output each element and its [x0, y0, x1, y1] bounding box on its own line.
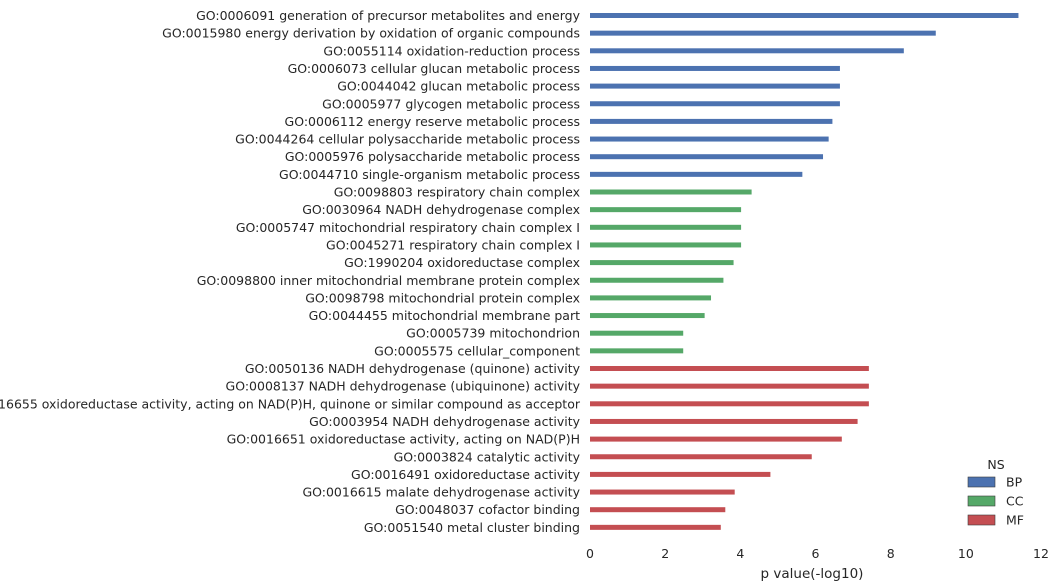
bar-bp [590, 13, 1019, 18]
bar-bp [590, 154, 824, 160]
bar-mf [590, 401, 869, 407]
bar-mf [590, 454, 812, 460]
bar-bp [590, 101, 840, 107]
category-label: GO:0045271 respiratory chain complex I [326, 237, 580, 252]
bar-cc [590, 260, 734, 266]
x-axis-title: p value(-log10) [761, 566, 864, 582]
bar-mf [590, 471, 771, 477]
category-label: GO:0030964 NADH dehydrogenase complex [302, 202, 580, 217]
category-label: GO:0055114 oxidation-reduction process [323, 43, 580, 58]
legend-swatch-bp [967, 476, 996, 488]
category-label: GO:0044710 single-organism metabolic pro… [279, 167, 580, 182]
category-label: GO:0098803 respiratory chain complex [334, 185, 580, 200]
category-label: GO:0006073 cellular glucan metabolic pro… [288, 61, 580, 76]
bar-bp [590, 83, 840, 89]
category-label: GO:0003954 NADH dehydrogenase activity [309, 414, 581, 429]
bar-bp [590, 171, 803, 177]
bar-cc [590, 295, 712, 301]
category-label: GO:0005976 polysaccharide metabolic proc… [285, 149, 580, 164]
category-label: GO:0098800 inner mitochondrial membrane … [197, 273, 580, 288]
category-label: GO:0044042 glucan metabolic process [337, 79, 580, 94]
legend-title: NS [987, 457, 1004, 472]
category-label: GO:0050136 NADH dehydrogenase (quinone) … [245, 361, 581, 376]
category-label: GO:0015980 energy derivation by oxidatio… [162, 26, 580, 41]
category-label: GO:0016655 oxidoreductase activity, acti… [0, 396, 581, 411]
bar-cc [590, 330, 684, 336]
bars-layer [590, 13, 1019, 530]
category-label: GO:0098798 mitochondrial protein complex [305, 290, 580, 305]
bar-mf [590, 418, 858, 424]
x-tick-label: 4 [736, 546, 744, 561]
legend-swatch-cc [967, 495, 996, 507]
x-tick-label: 10 [958, 546, 974, 561]
bar-cc [590, 277, 724, 283]
bar-cc [590, 242, 742, 248]
category-label: GO:0016651 oxidoreductase activity, acti… [227, 432, 580, 447]
bar-bp [590, 65, 840, 71]
bar-cc [590, 313, 705, 319]
bar-mf [590, 436, 842, 442]
category-label: GO:0005739 mitochondrion [406, 326, 580, 341]
x-tick-label: 2 [661, 546, 669, 561]
x-tick-label: 8 [887, 546, 895, 561]
bar-mf [590, 524, 721, 530]
category-label: GO:0006112 energy reserve metabolic proc… [285, 114, 580, 129]
category-label: GO:0003824 catalytic activity [394, 449, 581, 464]
category-labels: GO:0006091 generation of precursor metab… [0, 8, 581, 535]
bar-cc [590, 189, 752, 195]
legend-swatch-mf [967, 514, 996, 526]
category-label: GO:0051540 metal cluster binding [364, 520, 580, 535]
category-label: GO:0016491 oxidoreductase activity [351, 467, 581, 482]
bar-bp [590, 118, 833, 124]
bar-bp [590, 30, 936, 36]
category-label: GO:0006091 generation of precursor metab… [196, 8, 581, 23]
category-label: GO:0005747 mitochondrial respiratory cha… [236, 220, 580, 235]
category-label: GO:0044455 mitochondrial membrane part [309, 308, 580, 323]
bar-cc [590, 207, 742, 213]
category-label: GO:0005575 cellular_component [374, 343, 580, 358]
bar-mf [590, 489, 735, 495]
bar-mf [590, 383, 869, 389]
bar-mf [590, 507, 726, 513]
bar-bp [590, 136, 829, 142]
category-label: GO:0016615 malate dehydrogenase activity [302, 485, 580, 500]
category-label: GO:0005977 glycogen metabolic process [322, 96, 580, 111]
x-tick-label: 0 [586, 546, 594, 561]
category-label: GO:0048037 cofactor binding [395, 502, 580, 517]
legend-label-bp: BP [1006, 475, 1023, 490]
category-label: GO:1990204 oxidoreductase complex [344, 255, 580, 270]
category-label: GO:0008137 NADH dehydrogenase (ubiquinon… [226, 379, 581, 394]
bar-cc [590, 224, 742, 230]
x-axis-ticks: 0 2 4 6 8 10 12 [586, 546, 1049, 561]
legend-entries: BP CC MF [967, 475, 1024, 528]
legend-label-cc: CC [1006, 494, 1024, 509]
x-tick-label: 6 [812, 546, 820, 561]
category-label: GO:0044264 cellular polysaccharide metab… [235, 132, 580, 147]
bar-cc [590, 348, 684, 354]
bar-bp [590, 48, 904, 54]
x-tick-label: 12 [1033, 546, 1049, 561]
legend: NS BP CC MF [967, 457, 1024, 528]
bar-mf [590, 366, 869, 371]
legend-label-mf: MF [1006, 513, 1024, 528]
